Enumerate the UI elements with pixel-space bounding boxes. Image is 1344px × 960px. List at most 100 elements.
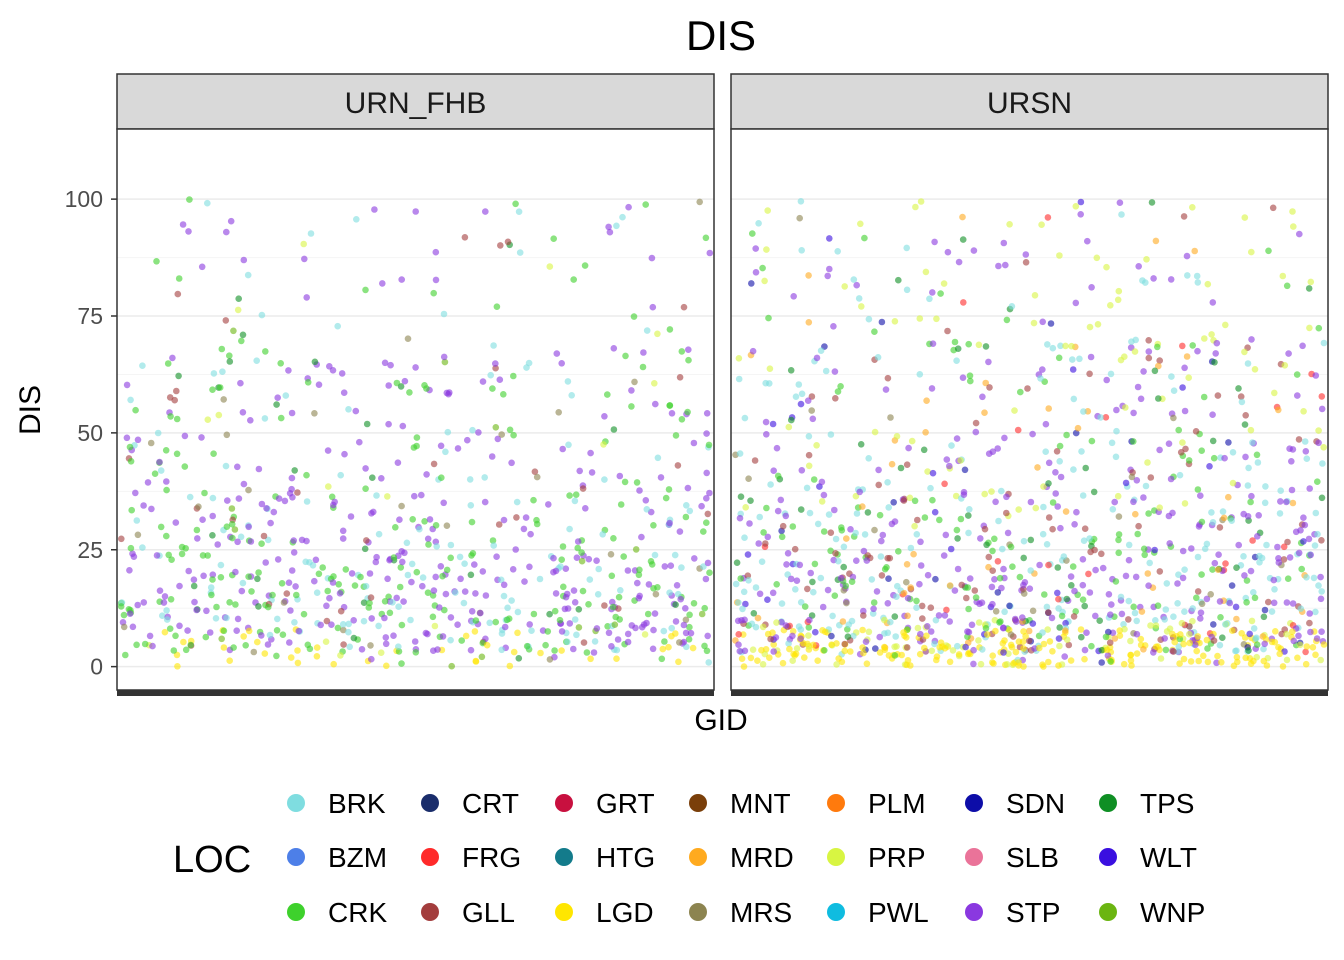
point-stp <box>1022 251 1030 258</box>
legend-item-mrs: MRS <box>689 897 792 928</box>
point-tps <box>747 497 754 505</box>
point-brk <box>1097 414 1104 421</box>
point-crk <box>821 647 828 654</box>
point-wlt <box>1300 538 1307 545</box>
point-brk <box>1263 541 1270 549</box>
point-stp <box>233 627 240 634</box>
point-crk <box>612 613 619 621</box>
legend-item-plm: PLM <box>827 788 926 819</box>
point-gll <box>615 605 622 612</box>
point-prp <box>1157 655 1165 662</box>
point-crk <box>1189 342 1196 349</box>
point-lgd <box>779 659 787 667</box>
point-stp <box>176 622 183 630</box>
point-gll <box>580 639 588 646</box>
point-brk <box>467 502 475 509</box>
point-stp <box>684 484 692 492</box>
point-stp <box>385 382 393 389</box>
point-tps <box>787 367 795 374</box>
point-tps <box>983 541 990 549</box>
point-brk <box>591 638 599 645</box>
point-gll <box>914 516 921 524</box>
point-crk <box>269 591 276 599</box>
point-brk <box>1076 355 1083 363</box>
point-crk <box>117 603 125 610</box>
point-stp <box>339 535 347 542</box>
point-stp <box>624 630 632 638</box>
point-stp <box>387 361 394 369</box>
point-crk <box>1130 438 1137 445</box>
point-brk <box>407 616 414 624</box>
point-crk <box>1154 343 1161 351</box>
point-stp <box>206 629 214 636</box>
point-stp <box>1301 521 1309 529</box>
point-stp <box>784 550 792 557</box>
point-gll <box>1049 525 1056 533</box>
point-lgd <box>1303 643 1311 650</box>
point-prp <box>1289 208 1296 215</box>
point-prp <box>1147 622 1154 629</box>
point-mrs <box>1198 600 1206 608</box>
point-crk <box>533 516 540 524</box>
point-brk <box>810 588 817 596</box>
point-prp <box>1229 479 1237 487</box>
point-mrs <box>676 639 683 646</box>
point-prp <box>1003 661 1011 668</box>
point-wnp <box>575 624 583 631</box>
point-lgd <box>769 629 776 636</box>
point-crk <box>166 625 174 632</box>
point-prp <box>1115 287 1123 295</box>
point-prp <box>1038 221 1045 228</box>
point-crk <box>223 523 231 530</box>
point-frg <box>1318 393 1326 400</box>
point-stp <box>439 633 447 640</box>
point-stp <box>1317 595 1325 603</box>
point-stp <box>348 570 356 577</box>
point-crk <box>1185 457 1193 464</box>
point-stp <box>1122 572 1130 580</box>
point-stp <box>1296 230 1303 238</box>
point-stp <box>706 489 713 497</box>
point-crk <box>827 547 834 555</box>
point-stp <box>494 435 502 443</box>
point-lgd <box>1238 630 1245 637</box>
point-tps <box>291 467 299 474</box>
point-lgd <box>1012 648 1020 656</box>
point-stp <box>1088 284 1095 291</box>
point-stp <box>951 587 959 594</box>
point-stp <box>340 389 348 397</box>
point-gll <box>860 612 867 619</box>
point-crk <box>187 641 194 649</box>
point-stp <box>994 445 1001 452</box>
point-brk <box>571 616 579 623</box>
point-crk <box>335 581 343 588</box>
point-tps <box>959 236 967 243</box>
point-brk <box>778 600 786 607</box>
point-brk <box>884 479 891 486</box>
point-crk <box>542 641 549 649</box>
point-brk <box>159 612 166 619</box>
point-crk <box>489 537 497 544</box>
point-crk <box>1088 642 1095 650</box>
point-stp <box>126 567 133 574</box>
point-wnp <box>698 610 706 618</box>
point-crk <box>965 605 972 613</box>
point-crk <box>1284 575 1292 582</box>
point-prp <box>789 657 796 664</box>
point-gll <box>779 522 787 530</box>
point-stp <box>520 525 528 533</box>
point-stp <box>552 590 560 597</box>
point-gll <box>601 602 608 609</box>
point-mrs <box>1170 414 1177 422</box>
point-brk <box>1219 508 1227 515</box>
point-lgd <box>766 654 773 661</box>
point-stp <box>1288 486 1296 494</box>
point-crk <box>278 580 286 587</box>
point-sdn <box>1098 659 1105 666</box>
point-brk <box>671 551 679 559</box>
point-lgd <box>770 641 777 648</box>
point-brk <box>460 599 468 607</box>
point-prp <box>1290 223 1297 230</box>
point-stp <box>240 256 248 264</box>
point-stp <box>1312 372 1320 379</box>
